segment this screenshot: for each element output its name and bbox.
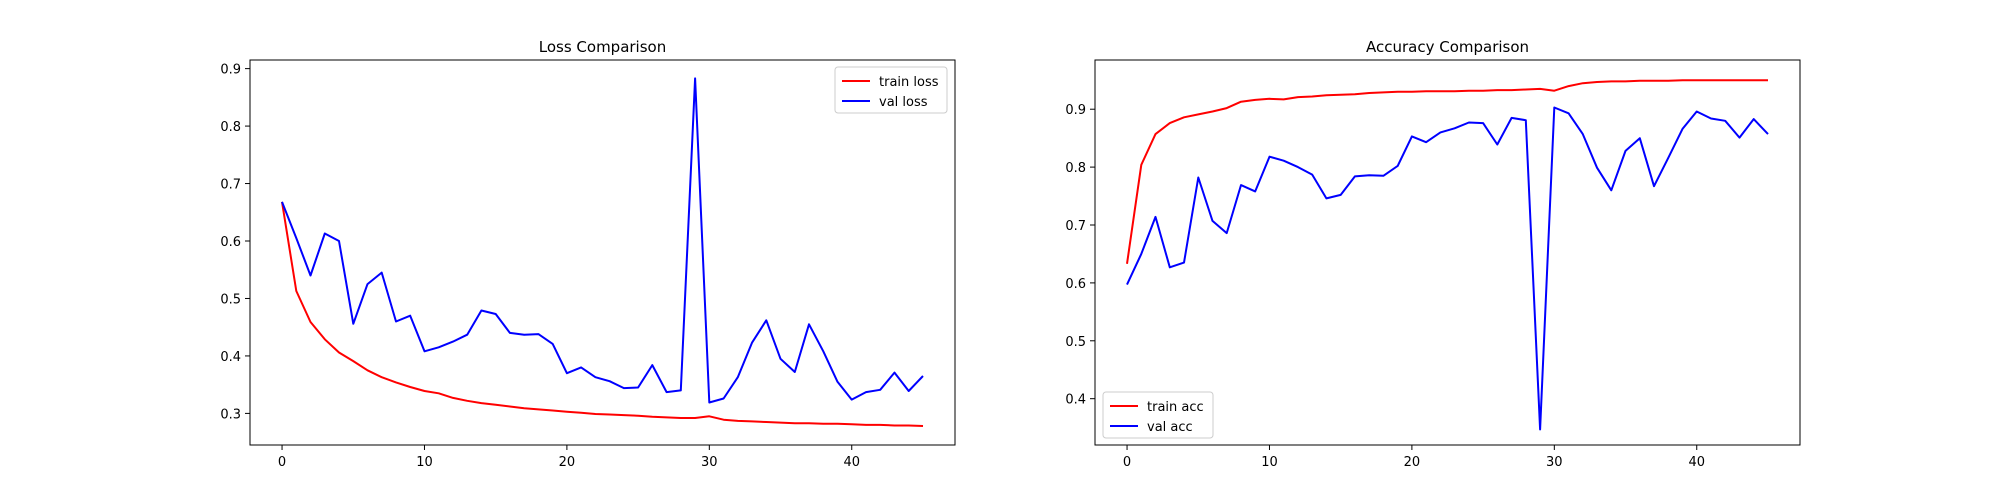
y-tick-label: 0.6 (220, 235, 241, 250)
x-tick-label: 40 (1688, 455, 1705, 470)
loss-comparison-chart: Loss Comparison 0 10 20 30 40 0.3 0.4 0.5 0.6 0.7 0… (220, 38, 956, 470)
plot-frame (249, 59, 956, 446)
x-tick-label: 0 (1123, 455, 1131, 470)
series-line-train-acc (1126, 79, 1768, 264)
legend-label: train loss (879, 75, 939, 90)
legend: train loss val loss (834, 66, 948, 114)
series-line-val-acc (1126, 106, 1769, 431)
y-tick-label: 0.7 (220, 178, 241, 193)
y-tick-label: 0.9 (1065, 103, 1086, 118)
y-tick-label: 0.9 (220, 63, 241, 78)
series-line-val-loss (281, 77, 924, 404)
series-line-train-loss (281, 201, 924, 427)
chart-title: Accuracy Comparison (1366, 38, 1529, 56)
x-tick-label: 20 (559, 455, 576, 470)
x-tick-label: 0 (278, 455, 286, 470)
y-tick-label: 0.4 (1065, 393, 1086, 408)
x-tick-label: 30 (701, 455, 718, 470)
chart-title: Loss Comparison (539, 38, 666, 56)
x-tick-label: 10 (416, 455, 433, 470)
plot-frame (1094, 59, 1801, 446)
y-tick-label: 0.3 (220, 407, 241, 422)
y-tick-label: 0.8 (1065, 161, 1086, 176)
y-tick-label: 0.6 (1065, 277, 1086, 292)
y-tick-label: 0.5 (220, 292, 241, 307)
accuracy-comparison-chart: Accuracy Comparison 0 10 20 30 40 0.4 0.5 0.6 0.7… (1065, 38, 1801, 470)
x-tick-label: 10 (1261, 455, 1278, 470)
x-tick-label: 20 (1404, 455, 1421, 470)
y-tick-label: 0.5 (1065, 335, 1086, 350)
y-tick-label: 0.7 (1065, 219, 1086, 234)
x-tick-label: 30 (1546, 455, 1563, 470)
legend-label: train acc (1147, 400, 1204, 415)
y-tick-label: 0.8 (220, 120, 241, 135)
legend-label: val acc (1147, 420, 1193, 435)
legend-label: val loss (879, 95, 928, 110)
x-tick-label: 40 (843, 455, 860, 470)
y-tick-label: 0.4 (220, 350, 241, 365)
legend: train acc val acc (1102, 391, 1214, 439)
